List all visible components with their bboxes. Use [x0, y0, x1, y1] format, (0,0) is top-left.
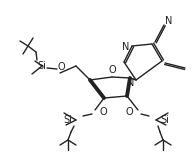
Text: O: O — [100, 107, 108, 117]
Text: Si: Si — [63, 115, 72, 125]
Text: N: N — [165, 16, 173, 26]
Text: N: N — [122, 42, 129, 52]
Text: Si: Si — [160, 115, 169, 125]
Text: O: O — [108, 65, 116, 75]
Text: O: O — [125, 107, 133, 117]
Text: O: O — [57, 62, 65, 72]
Text: N: N — [127, 78, 134, 88]
Text: Si: Si — [38, 61, 46, 71]
